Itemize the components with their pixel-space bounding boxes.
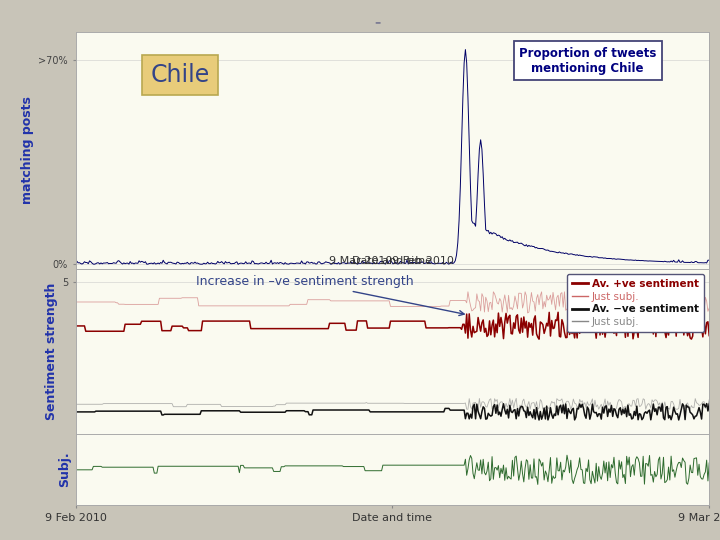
Y-axis label: matching posts: matching posts: [21, 97, 34, 205]
Y-axis label: Sentiment strength: Sentiment strength: [45, 282, 58, 420]
Legend: Av. +ve sentiment, Just subj., Av. −ve sentiment, Just subj. : Av. +ve sentiment, Just subj., Av. −ve s…: [567, 274, 704, 332]
Text: 9 Feb 2010: 9 Feb 2010: [392, 256, 454, 266]
Text: Proportion of tweets
mentioning Chile: Proportion of tweets mentioning Chile: [519, 47, 656, 75]
Text: Increase in –ve sentiment strength: Increase in –ve sentiment strength: [196, 275, 464, 315]
Text: 9 Mar 2010: 9 Mar 2010: [329, 256, 392, 266]
Text: Chile: Chile: [150, 63, 210, 87]
Y-axis label: Subj.: Subj.: [58, 451, 71, 487]
Text: Date and time: Date and time: [352, 256, 433, 266]
